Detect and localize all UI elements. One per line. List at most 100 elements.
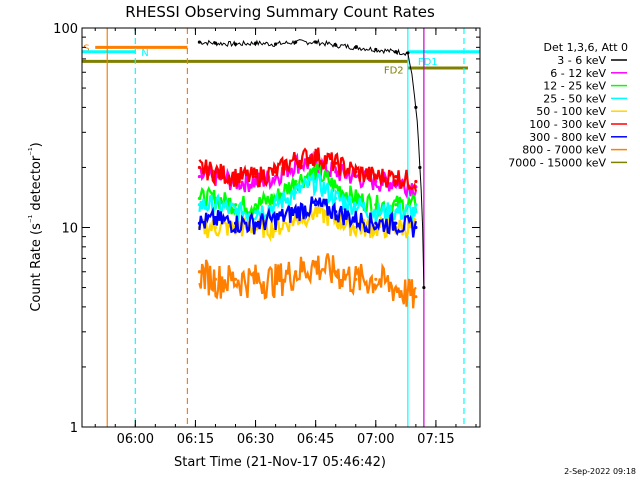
data-point [394,210,398,214]
data-point [273,217,278,221]
data-point [406,51,410,55]
data-point [354,217,358,221]
data-point [294,190,298,194]
data-point [273,170,278,174]
series-trace [198,253,417,309]
series-3 [197,172,418,224]
data-point [273,277,278,281]
y-tick-label: 10 [61,222,78,237]
data-point [374,47,378,52]
data-point [414,225,418,230]
data-point [273,42,278,46]
data-point [314,153,318,157]
series-trace [198,172,417,224]
flag-label: S [83,43,89,54]
series-trace [198,201,417,243]
data-point [334,43,338,47]
data-point [294,179,298,184]
data-point [253,277,258,281]
data-point [394,174,398,179]
data-point [253,179,258,184]
legend-label: 300 - 800 keV [529,131,606,144]
series-5 [197,147,418,192]
series-trace [199,38,425,288]
data-point [197,203,202,207]
x-tick-label: 06:30 [237,432,274,447]
data-point [294,40,298,44]
data-point [197,221,202,225]
flag-label: N [141,48,148,59]
data-point [197,40,202,44]
chart-title: RHESSI Observing Summary Count Rates [125,3,435,21]
data-point [374,221,378,225]
y-tick-label: 100 [53,22,78,37]
data-point [374,174,378,179]
data-point [213,41,218,45]
series-0 [197,38,426,290]
data-point [394,203,398,207]
data-point [213,277,218,281]
data-point [253,174,258,179]
data-point [334,161,338,165]
data-point [253,203,258,207]
data-point [233,42,238,46]
data-point [334,270,338,274]
y-axis-label: Count Rate (s⁻¹ detector⁻¹) [28,142,44,311]
x-tick-label: 06:45 [297,432,334,447]
data-point [253,221,258,225]
flag-label: FD1 [418,57,438,68]
footer-timestamp: 2-Sep-2022 09:18 [564,467,636,476]
data-point [213,170,218,174]
data-point [233,221,238,225]
legend-label: 25 - 50 keV [543,92,606,105]
plot-frame [81,27,481,428]
legend-label: 100 - 300 keV [529,118,606,131]
data-point [414,210,418,214]
legend-label: 6 - 12 keV [550,67,606,80]
data-point [314,179,318,184]
x-tick-label: 07:00 [357,432,394,447]
data-point [354,203,358,207]
data-point [314,210,318,214]
series-layer [197,38,426,309]
x-tick-label: 06:00 [117,432,154,447]
data-point [334,185,338,189]
data-point [394,50,398,54]
data-point [354,45,358,49]
flag-label: FD2 [384,65,404,76]
data-point [334,170,338,174]
data-point [253,210,258,214]
data-point [213,225,218,230]
data-point [197,165,202,170]
data-point [273,203,278,207]
data-point [414,105,418,109]
data-point [374,179,378,184]
data-point [418,165,422,170]
data-point [314,203,318,207]
data-point [294,270,298,274]
data-point [394,285,398,290]
data-point [314,40,318,44]
data-point [253,41,258,45]
data-point [422,285,426,290]
data-point [197,270,202,274]
legend-title: Det 1,3,6, Att 0 [544,41,628,54]
data-point [374,210,378,214]
data-point [334,196,338,200]
legend-label: 800 - 7000 keV [522,144,606,157]
data-point [354,277,358,281]
series-trace [198,196,417,238]
x-axis-label: Start Time (21-Nov-17 05:46:42) [174,455,386,470]
data-point [213,203,218,207]
y-tick-label: 1 [70,421,78,436]
x-axis: 06:00 06:15 06:30 06:45 07:00 07:15 [94,28,477,447]
legend-label: 7000 - 15000 keV [508,156,606,169]
legend-label: 12 - 25 keV [543,80,606,93]
data-point [334,210,338,214]
data-point [374,277,378,281]
x-tick-label: 06:15 [177,432,214,447]
legend-label: 3 - 6 keV [557,54,606,67]
data-point [314,263,318,267]
data-point [294,217,298,221]
